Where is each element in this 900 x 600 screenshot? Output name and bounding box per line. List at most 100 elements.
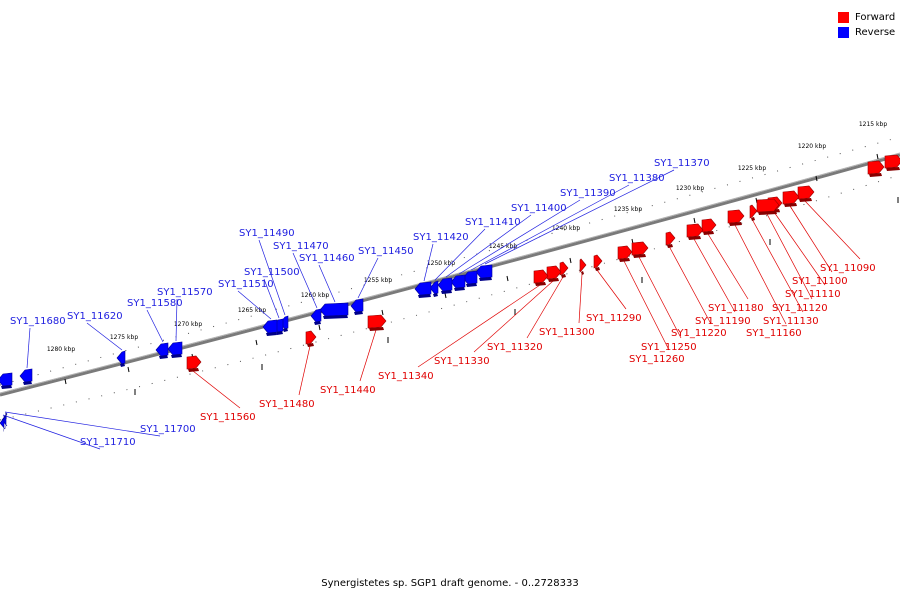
sy1-11370-glyph[interactable] — [475, 264, 493, 279]
gene-shadow — [703, 231, 714, 235]
gene-label[interactable]: SY1_11290 — [586, 313, 642, 324]
sy1-11130-glyph[interactable] — [749, 204, 758, 219]
gene-shadow — [1, 385, 12, 389]
gene-leader-line — [175, 298, 178, 342]
sy1-11160-glyph[interactable] — [727, 209, 745, 224]
gene-label[interactable]: SY1_11710 — [80, 437, 136, 448]
sy1-11440-glyph[interactable] — [367, 314, 387, 329]
gene-label[interactable]: SY1_11410 — [465, 217, 521, 228]
kbp-tick-outer — [255, 339, 258, 346]
gene-label[interactable]: SY1_11130 — [763, 316, 819, 327]
gene-leader-line — [484, 169, 675, 265]
sy1-11180-glyph[interactable] — [701, 218, 717, 233]
gene-label[interactable]: SY1_11700 — [140, 424, 196, 435]
gene-label[interactable]: SY1_11320 — [487, 342, 543, 353]
sy1-11220-glyph[interactable] — [665, 231, 676, 246]
gene-label[interactable]: SY1_11400 — [511, 203, 567, 214]
gene-glyph[interactable] — [867, 160, 885, 175]
gene-label[interactable]: SY1_11100 — [792, 276, 848, 287]
gene-label[interactable]: SY1_11370 — [654, 158, 710, 169]
kbp-tick-outer — [318, 324, 321, 331]
gene-shadow — [171, 354, 182, 358]
sy1-11260-glyph[interactable] — [617, 245, 633, 260]
sy1-11580-glyph[interactable] — [155, 342, 169, 357]
gene-label[interactable]: SY1_11190 — [695, 316, 751, 327]
sy1-11470-glyph[interactable] — [310, 308, 322, 323]
gene-label[interactable]: SY1_11420 — [413, 232, 469, 243]
sy1-11400-glyph[interactable] — [437, 277, 453, 292]
gene-label[interactable]: SY1_11500 — [244, 267, 300, 278]
gene-leader-line — [458, 199, 581, 275]
gene-label[interactable]: SY1_11260 — [629, 354, 685, 365]
gene-label[interactable]: SY1_11680 — [10, 316, 66, 327]
gene-label[interactable]: SY1_11620 — [67, 311, 123, 322]
sy1-11450-glyph[interactable] — [350, 298, 364, 313]
sy1-11480-glyph[interactable] — [305, 330, 317, 345]
sy1-11290-glyph[interactable] — [593, 254, 603, 269]
sy1-11300-glyph[interactable] — [579, 258, 587, 273]
gene-label[interactable]: SY1_11480 — [259, 399, 315, 410]
kbp-tick-label: 1250 kbp — [427, 260, 455, 267]
sy1-11490-glyph[interactable] — [279, 315, 289, 330]
sy1-11560-glyph[interactable] — [186, 355, 202, 370]
gene-label[interactable]: SY1_11120 — [772, 303, 828, 314]
sy1-11320-glyph[interactable] — [559, 261, 569, 276]
sy1-11120-glyph[interactable] — [756, 198, 780, 213]
gene-label[interactable]: SY1_11220 — [671, 328, 727, 339]
gene-label[interactable]: SY1_11330 — [434, 356, 490, 367]
gene-label[interactable]: SY1_11180 — [708, 303, 764, 314]
gene-label[interactable]: SY1_11510 — [218, 279, 274, 290]
sy1-11710-glyph[interactable] — [0, 415, 6, 430]
gene-label[interactable]: SY1_11460 — [299, 253, 355, 264]
sy1-11680-glyph[interactable] — [19, 368, 33, 383]
gene-leader-line — [470, 184, 630, 271]
gene-shadow — [159, 355, 168, 359]
gene-label[interactable]: SY1_11580 — [127, 298, 183, 309]
gene-label[interactable]: SY1_11300 — [539, 327, 595, 338]
sy1-11380-glyph[interactable] — [462, 270, 478, 285]
gene-label[interactable]: SY1_11470 — [273, 241, 329, 252]
gene-leader-line — [752, 219, 804, 313]
sy1-11250-glyph[interactable] — [631, 241, 649, 256]
forward-swatch — [838, 12, 849, 23]
sy1-11190-glyph[interactable] — [686, 223, 704, 238]
kbp-tick-outer — [64, 378, 67, 385]
gene-label[interactable]: SY1_11110 — [785, 289, 841, 300]
gene-leader-line — [789, 205, 833, 273]
sy1-11570-glyph[interactable] — [167, 341, 183, 356]
gene-shadow — [454, 287, 465, 291]
sy1-11390-glyph[interactable] — [450, 274, 466, 289]
sy1-11700-glyph[interactable] — [1, 412, 8, 427]
sy1-11090-glyph[interactable] — [797, 185, 815, 200]
gene-label[interactable]: SY1_11380 — [609, 173, 665, 184]
sy1-11420-glyph[interactable] — [414, 281, 432, 296]
gene-label[interactable]: SY1_11450 — [358, 246, 414, 257]
gene-leader-line — [26, 327, 31, 369]
gene-shadow — [758, 211, 777, 215]
gene-label[interactable]: SY1_11340 — [378, 371, 434, 382]
gene-label[interactable]: SY1_11490 — [239, 228, 295, 239]
gene-label[interactable]: SY1_11250 — [641, 342, 697, 353]
gene-shadow — [466, 283, 477, 287]
genome-backbone-highlight — [0, 152, 900, 394]
gene-leader-line — [596, 269, 627, 310]
legend-label-forward: Forward — [855, 12, 896, 23]
sy1-11340-glyph[interactable] — [533, 269, 549, 284]
sy1-11620-glyph[interactable] — [116, 350, 126, 365]
gene-glyph[interactable] — [0, 372, 13, 387]
map-caption: Synergistetes sp. SGP1 draft genome. - 0… — [321, 578, 579, 589]
gene-shadow — [5, 425, 6, 429]
sy1-11100-glyph[interactable] — [782, 190, 800, 205]
gene-label[interactable]: SY1_11160 — [746, 328, 802, 339]
sy1-11410-glyph[interactable] — [429, 280, 439, 295]
gene-glyph[interactable] — [884, 154, 900, 169]
gene-label[interactable]: SY1_11390 — [560, 188, 616, 199]
sy1-11460-glyph[interactable] — [319, 302, 349, 317]
gene-label[interactable]: SY1_11570 — [157, 287, 213, 298]
sy1-11330-glyph[interactable] — [546, 265, 562, 280]
sy1-11510-glyph[interactable] — [262, 319, 278, 334]
gene-label[interactable]: SY1_11560 — [200, 412, 256, 423]
gene-label[interactable]: SY1_11090 — [820, 263, 876, 274]
kbp-tick-label: 1265 kbp — [238, 307, 266, 314]
gene-label[interactable]: SY1_11440 — [320, 385, 376, 396]
